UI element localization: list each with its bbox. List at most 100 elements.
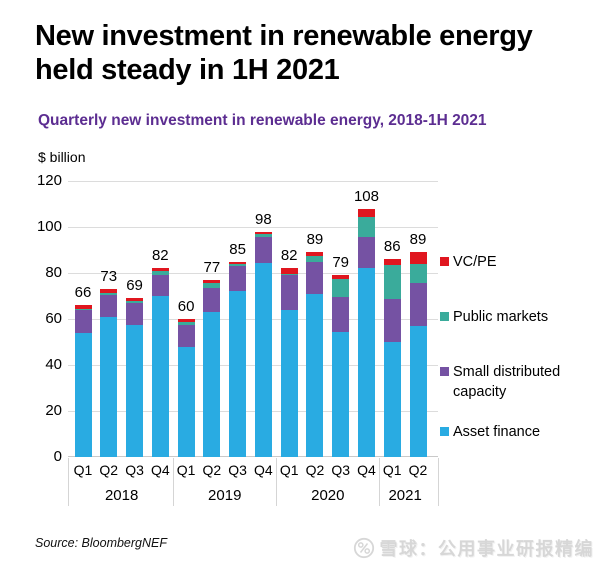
bar-segment (203, 283, 221, 288)
legend-swatch-icon (440, 257, 449, 266)
bar-value-label: 66 (74, 284, 92, 302)
x-axis-quarter-label: Q4 (357, 462, 376, 478)
watermark-text: 雪球：公用事业研报精编 (379, 539, 594, 559)
x-axis-quarter-label: Q1 (176, 462, 196, 478)
legend-swatch-icon (440, 367, 449, 376)
bar-segment (254, 262, 272, 457)
year-group-divider (68, 458, 69, 506)
bar-segment (254, 233, 272, 238)
chart-subtitle: Quarterly new investment in renewable en… (38, 112, 487, 129)
bar-segment (151, 296, 169, 457)
year-group-divider (276, 458, 278, 506)
x-axis-year-label: 2020 (311, 487, 345, 504)
gridline (68, 411, 438, 412)
x-axis-baseline (68, 456, 438, 457)
year-group-divider (379, 458, 381, 506)
bar-segment (126, 301, 144, 303)
legend-swatch-icon (440, 312, 449, 321)
legend-swatch-icon (440, 427, 449, 436)
bar-segment (306, 293, 324, 457)
bar-segment (383, 259, 401, 265)
bar-segment (254, 237, 272, 263)
source-note: Source: BloombergNEF (35, 536, 168, 550)
bar-value-label: 108 (353, 187, 379, 205)
y-axis-tick-label: 100 (36, 218, 62, 235)
bar-segment (306, 252, 324, 256)
bar-segment (203, 312, 221, 457)
bar-segment (357, 216, 375, 238)
bar-segment (100, 292, 118, 295)
bar-segment (74, 332, 92, 457)
x-axis-quarter-label: Q1 (382, 462, 402, 478)
x-axis-year-label: 2021 (388, 487, 422, 504)
bar-segment (332, 278, 350, 298)
bar-segment (409, 252, 427, 264)
y-axis-tick-label: 40 (45, 356, 62, 373)
bar-value-label: 98 (255, 210, 272, 228)
bar-segment (151, 271, 169, 276)
bar-segment (203, 279, 221, 284)
legend-entry: Asset finance (440, 423, 592, 443)
page-title: New investment in renewable energy held … (35, 20, 533, 86)
bar-value-label: 77 (203, 258, 221, 276)
bar-segment (409, 325, 427, 457)
legend-label: Small distributed capacity (453, 364, 561, 400)
bar-segment (74, 305, 92, 309)
bar-segment (332, 331, 350, 457)
legend-label: Asset finance (453, 424, 541, 440)
x-axis-year-label: 2019 (208, 487, 242, 504)
bar-segment (151, 268, 169, 272)
x-axis-quarter-label: Q2 (408, 462, 428, 478)
bar-segment (74, 309, 92, 333)
bar-segment (280, 275, 298, 310)
bar-segment (306, 255, 324, 262)
bar-segment (229, 264, 247, 267)
x-axis-quarter-label: Q1 (73, 462, 93, 478)
year-group-divider (173, 458, 175, 506)
bar-segment (100, 289, 118, 293)
y-axis-tick-label: 120 (36, 172, 62, 189)
plot-area: 66 73 69 82 60 77 85 98 82 89 79 108 86 89 (68, 181, 438, 457)
bar-segment (100, 294, 118, 317)
bar-segment (280, 268, 298, 275)
gridline (68, 273, 438, 274)
gridline (68, 319, 438, 320)
gridline (68, 365, 438, 366)
bar-segment (100, 316, 118, 457)
y-axis-tick-label: 60 (45, 310, 62, 327)
bar-segment (383, 342, 401, 457)
bar-segment (126, 298, 144, 302)
bar-value-label: 82 (151, 247, 169, 265)
bar-segment (229, 291, 247, 457)
bar-segment (332, 275, 350, 279)
year-group-divider (438, 458, 439, 506)
bar-segment (383, 299, 401, 342)
bar-value-label: 73 (100, 268, 118, 286)
legend-entry: VC/PE (440, 253, 592, 273)
y-axis-tick-label: 20 (45, 402, 62, 419)
bar-segment (177, 324, 195, 347)
legend-label: Public markets (453, 309, 549, 325)
legend-label: VC/PE (453, 254, 497, 270)
legend-entry: Small distributed capacity (440, 363, 592, 402)
x-axis-quarter-label: Q2 (99, 462, 119, 478)
bar-segment (357, 268, 375, 457)
bar-segment (357, 208, 375, 217)
bar-value-label: 85 (229, 240, 246, 258)
y-axis-tick-label: 0 (53, 448, 62, 465)
bar-value-label: 82 (280, 247, 298, 265)
bar-value-label: 60 (177, 298, 195, 315)
bar-segment (74, 308, 92, 310)
y-axis-unit-label: $ billion (38, 149, 86, 165)
x-axis-quarter-label: Q3 (228, 462, 247, 478)
gridline (68, 227, 438, 228)
bar-segment (151, 275, 169, 296)
bar-value-label: 89 (409, 231, 427, 249)
bar-segment (126, 302, 144, 325)
x-axis-quarter-label: Q3 (331, 462, 351, 478)
legend-entry: Public markets (440, 308, 592, 328)
x-axis-quarter-label: Q4 (254, 462, 273, 478)
bar-value-label: 69 (126, 277, 143, 295)
x-axis-quarter-label: Q2 (202, 462, 222, 478)
